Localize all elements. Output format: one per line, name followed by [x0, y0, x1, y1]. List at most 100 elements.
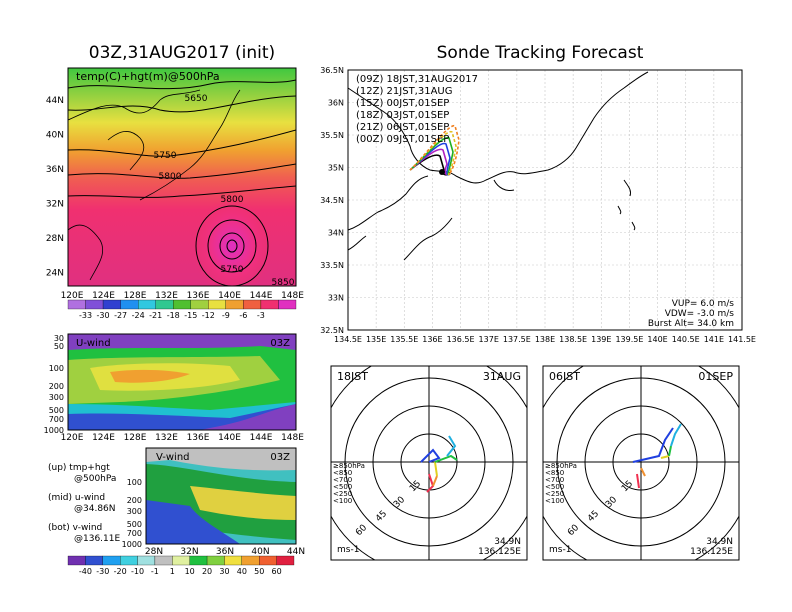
uwind-lon-tick: 132E	[155, 433, 178, 443]
track-legend-entry: (18Z) 03JST,01SEP	[356, 110, 449, 121]
temp-colorbar-swatch	[243, 299, 262, 310]
temp-colorbar-swatch	[155, 299, 174, 310]
wind-colorbar: -40 -30 -20 -10 -1 1 10 20 30 40 50 60	[67, 555, 295, 576]
hodograph-lat: 34.9N	[706, 537, 733, 547]
map-lon-tick: 120E	[61, 291, 84, 301]
hodograph-legend-entry: <850	[333, 469, 352, 477]
sonde-tracks	[409, 125, 460, 176]
typhoon-core	[192, 198, 272, 286]
hodograph-unit: ms-1	[337, 545, 359, 555]
hodograph-time: 18JST	[337, 370, 368, 383]
track-lat-tick: 33N	[328, 294, 344, 303]
track-frame	[347, 69, 743, 331]
wind-colorbar-swatch	[154, 555, 173, 566]
wind-colorbar-swatch	[137, 555, 156, 566]
track-lon-tick: 139E	[591, 335, 611, 344]
hodograph-legend-entry: <100	[333, 497, 352, 505]
hodograph-trace	[434, 461, 438, 477]
vwind-frame	[145, 447, 297, 545]
vwind-pressure-tick: 700	[127, 529, 142, 538]
contour-label: 5850	[272, 278, 295, 288]
uwind-lon-tick: 140E	[218, 433, 241, 443]
uwind-pressure-tick: 300	[49, 393, 64, 402]
uwind-lon-tick: 148E	[281, 433, 304, 443]
track-lon-tick: 136.5E	[447, 335, 475, 344]
sonde-track	[409, 125, 460, 176]
temp-colorbar-swatch	[278, 299, 297, 310]
vwind-lat-tick: 40N	[251, 547, 269, 557]
hodograph-trace	[632, 427, 674, 463]
track-lat-tick: 33.5N	[320, 261, 344, 270]
wind-colorbar-label: 1	[170, 567, 175, 576]
temp-height-map: temp(C)+hgt(m)@500hPa 5650 5750 5800 5800 57…	[46, 67, 304, 301]
track-legend-entry: (00Z) 09JST,01SEP	[356, 134, 449, 145]
track-legend-entry: (15Z) 00JST,01SEP	[356, 98, 449, 109]
height-contours	[68, 79, 296, 286]
hodograph-lon: 136.125E	[690, 547, 733, 557]
track-param: VDW= -3.0 m/s	[665, 309, 735, 319]
track-lat-tick: 32.5N	[320, 326, 344, 335]
map-lon-tick: 124E	[92, 291, 115, 301]
vwind-lat-tick: 32N	[180, 547, 198, 557]
vwind-label: V-wind	[156, 452, 190, 463]
track-lon-tick: 139.5E	[615, 335, 643, 344]
temp-colorbar-swatch	[120, 299, 139, 310]
track-lon-tick: 141E	[704, 335, 724, 344]
uwind-lon-tick: 128E	[124, 433, 147, 443]
track-legend-entry: (09Z) 18JST,31AUG2017	[356, 74, 478, 85]
temp-colorbar-swatch	[225, 299, 244, 310]
track-legend-entry: (21Z) 06JST,01SEP	[356, 122, 449, 133]
track-lon-tick: 136E	[422, 335, 442, 344]
map-lat-tick: 24N	[46, 269, 64, 279]
wind-colorbar-swatch	[67, 555, 86, 566]
track-legend: (09Z) 18JST,31AUG2017(12Z) 21JST,31AUG(1…	[356, 74, 478, 145]
uwind-pressure-tick: 30	[54, 334, 64, 343]
hodograph-legend: ≥850hPa<850<700<500<250<100	[333, 462, 365, 505]
uwind-lon-tick: 136E	[187, 433, 210, 443]
hodograph-legend-entry: <250	[545, 490, 564, 498]
track-lon-tick: 135E	[366, 335, 386, 344]
wind-colorbar-label: -1	[151, 567, 159, 576]
hodograph-legend-entry: <700	[333, 476, 352, 484]
temp-colorbar-swatch	[190, 299, 209, 310]
temp-colorbar-label: -24	[132, 311, 145, 320]
temp-colorbar-swatch	[260, 299, 279, 310]
hodograph-1: 18JST 31AUG34.9N136.125Ems-115304560≥850h…	[330, 365, 528, 561]
hodograph-date: 31AUG	[483, 370, 521, 383]
track-param: Burst Alt= 34.0 km	[648, 319, 734, 329]
wind-colorbar-label: 60	[272, 567, 282, 576]
vwind-lat-tick: 28N	[145, 547, 163, 557]
legend-sub: @34.86N	[74, 504, 116, 514]
right-title: Sonde Tracking Forecast	[437, 43, 644, 63]
temp-colorbar-label: -27	[114, 311, 127, 320]
track-lon-tick: 134.5E	[334, 335, 362, 344]
map-lon-tick: 136E	[187, 291, 210, 301]
hodograph-lat: 34.9N	[494, 537, 521, 547]
landing-point	[439, 169, 445, 175]
track-map: (09Z) 18JST,31AUG2017(12Z) 21JST,31AUG(1…	[320, 66, 756, 344]
temp-colorbar-swatch	[173, 299, 191, 310]
hodograph-trace	[636, 473, 640, 489]
map-lon-tick: 128E	[124, 291, 147, 301]
coastlines	[68, 89, 241, 281]
uwind-pressure-tick: 100	[49, 364, 64, 373]
temp-colorbar-swatch	[102, 299, 121, 310]
temp-colorbar-label: -30	[97, 311, 110, 320]
uwind-frame	[67, 333, 297, 431]
wind-colorbar-label: -30	[96, 567, 109, 576]
hodograph-unit: ms-1	[549, 545, 571, 555]
map-lat-tick: 28N	[46, 234, 64, 244]
wind-colorbar-swatch	[276, 555, 295, 566]
sonde-track	[409, 131, 457, 176]
temp-colorbar-label: -18	[167, 311, 180, 320]
vwind-lat-tick: 36N	[216, 547, 234, 557]
track-lon-ticks: 134.5E 135E 135.5E 136E 136.5E 137E 137.5E 138E…	[334, 335, 756, 344]
wind-colorbar-swatch	[120, 555, 138, 566]
contour-label: 5800	[159, 172, 182, 182]
legend-line: (bot) v-wind	[48, 523, 102, 533]
uwind-purple-region	[200, 404, 296, 430]
